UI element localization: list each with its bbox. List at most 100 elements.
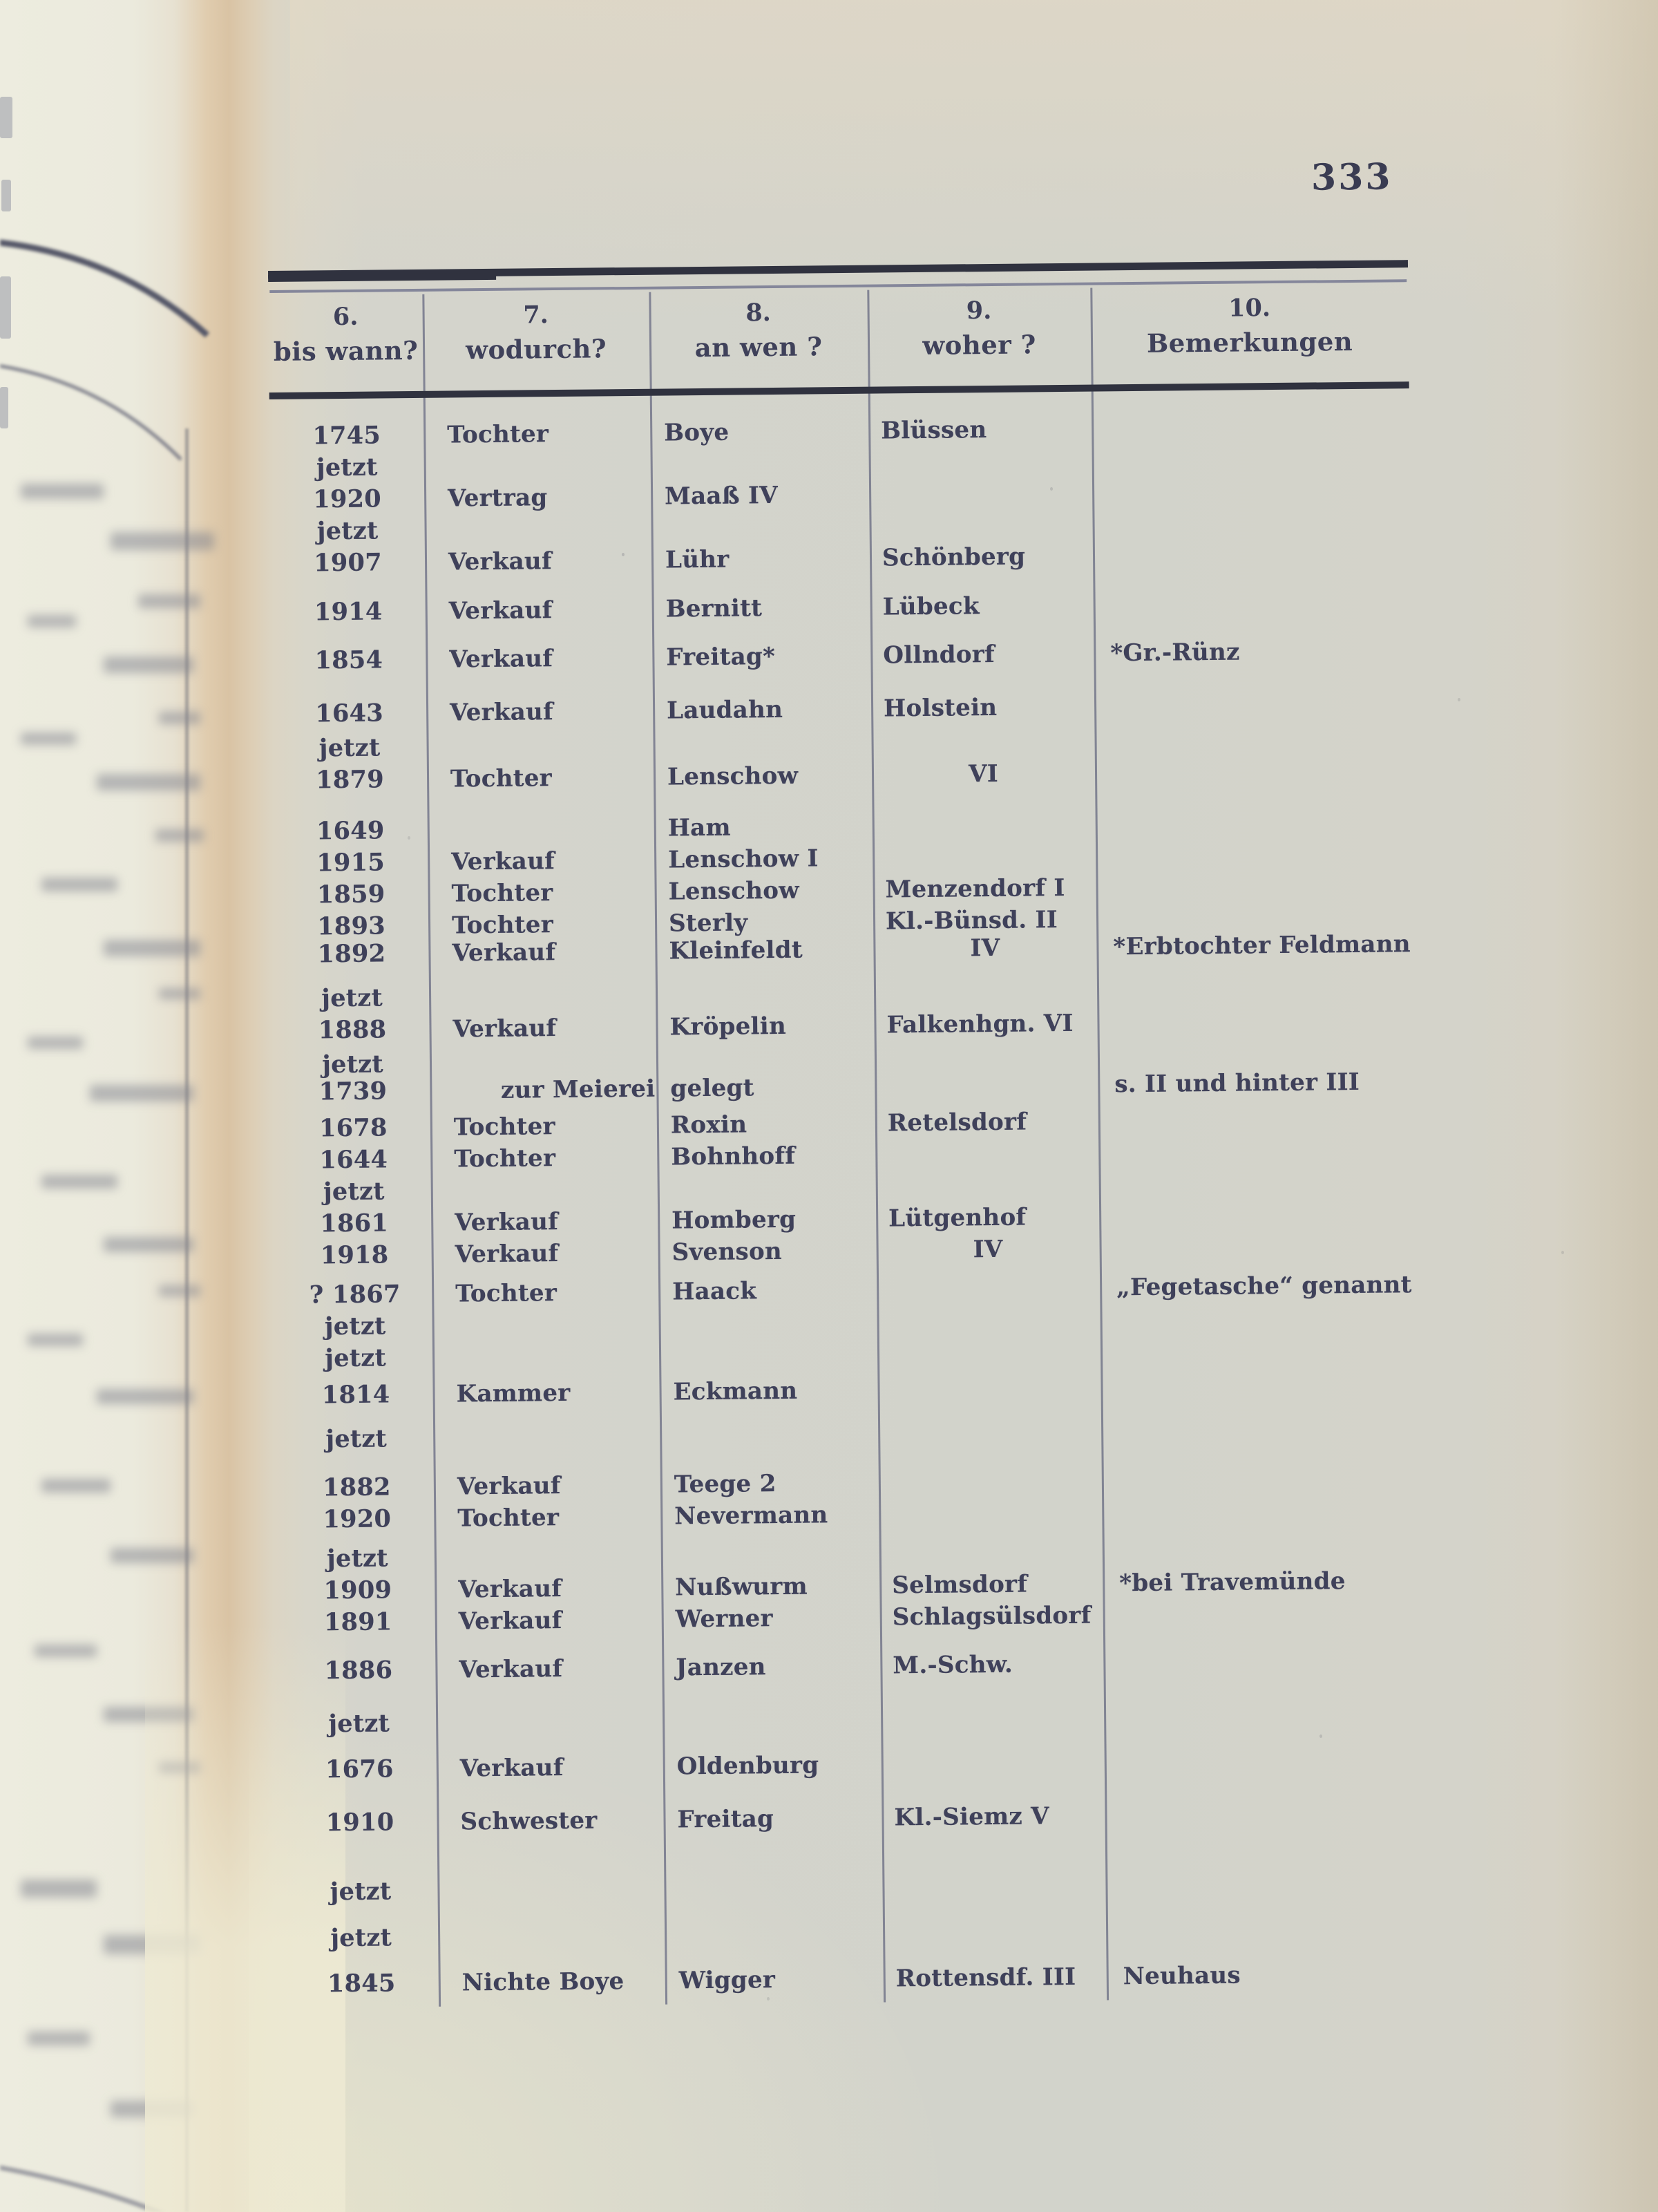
cell-woher: IV — [973, 1235, 1003, 1264]
cell-woher: Retelsdorf — [887, 1108, 1027, 1137]
cell-woher — [873, 811, 1096, 844]
cell-wodurch: Tochter — [451, 879, 553, 908]
cell-bemerkungen — [1094, 690, 1412, 727]
cell-bemerkungen — [1105, 1868, 1424, 1917]
facing-page-edge — [185, 428, 189, 2212]
cell-bemerkungen — [1105, 1799, 1423, 1871]
cell-bis-wann: 1918 — [320, 1240, 389, 1270]
cell-bemerkungen — [1099, 1231, 1418, 1274]
table-body: 1745 Tochter Boye Blüssen jetzt 1920 Ver… — [269, 412, 1424, 2003]
cell-bis-wann: jetzt — [328, 1709, 390, 1739]
table-row: 1910 Schwester Freitag Kl.-Siemz V — [283, 1799, 1423, 1879]
cell-an-wen: Werner — [675, 1605, 773, 1634]
cell-bis-wann: jetzt — [316, 516, 379, 546]
cell-wodurch — [426, 732, 653, 766]
cell-wodurch — [436, 1708, 663, 1755]
cell-an-wen: Janzen — [676, 1653, 766, 1682]
cell-an-wen: Lenschow — [667, 762, 799, 791]
cell-an-wen: Freitag — [677, 1805, 774, 1834]
cell-bemerkungen — [1092, 412, 1409, 446]
cell-an-wen — [658, 1308, 877, 1342]
cell-bis-wann: jetzt — [318, 733, 381, 763]
column-header-6: 6. bis wann? — [268, 300, 423, 369]
cell-bemerkungen — [1103, 1535, 1420, 1569]
cell-bis-wann: 1649 — [316, 816, 385, 846]
cell-bis-wann: 1644 — [319, 1145, 388, 1175]
dust-specks — [622, 553, 625, 556]
column-header-10: 10. Bemerkungen — [1090, 290, 1409, 361]
cell-woher — [875, 1044, 1098, 1074]
cell-wodurch: Verkauf — [448, 547, 553, 576]
cell-woher: Rottensdf. III — [895, 1963, 1076, 1993]
cell-wodurch: Tochter — [457, 1504, 560, 1533]
cell-wodurch: Verkauf — [452, 1014, 557, 1043]
cell-woher — [873, 842, 1096, 876]
cell-bemerkungen — [1098, 1136, 1416, 1171]
cell-an-wen — [665, 1920, 884, 1967]
cell-bemerkungen — [1092, 507, 1410, 542]
cell-woher: Ollndorf — [883, 640, 995, 670]
cell-bis-wann: 1739 — [318, 1077, 388, 1106]
cell-woher: M.-Schw. — [893, 1650, 1013, 1680]
cell-bemerkungen — [1103, 1647, 1422, 1703]
cell-bemerkungen: s. II und hinter III — [1114, 1068, 1360, 1099]
cell-an-wen: Laudahn — [666, 695, 783, 725]
cell-an-wen: Lenschow — [668, 876, 800, 906]
cell-wodurch: Verkauf — [458, 1607, 562, 1636]
cell-wodurch: Verkauf — [457, 1472, 561, 1501]
cell-bis-wann: jetzt — [322, 1050, 384, 1079]
cell-bis-wann: 1892 — [317, 939, 386, 969]
cell-woher — [877, 1338, 1100, 1377]
cell-bemerkungen — [1100, 1303, 1418, 1337]
cell-an-wen: Boye — [664, 418, 730, 447]
column-label: bis wann? — [273, 334, 419, 367]
cell-woher — [882, 1748, 1105, 1804]
cell-woher — [869, 511, 1092, 545]
cell-wodurch: Tochter — [447, 420, 549, 449]
page-right-shade — [1554, 0, 1658, 2212]
cell-an-wen — [659, 1340, 877, 1379]
column-label: wodurch? — [465, 333, 607, 366]
cell-bis-wann: jetzt — [323, 1177, 385, 1207]
cell-bemerkungen — [1094, 724, 1412, 759]
cell-wodurch: Tochter — [451, 911, 554, 940]
cell-bemerkungen — [1100, 1371, 1419, 1418]
cell-an-wen: Wigger — [678, 1966, 776, 1995]
cell-bis-wann: jetzt — [316, 453, 378, 482]
cell-bemerkungen — [1097, 1006, 1415, 1043]
cell-bemerkungen — [1095, 756, 1413, 810]
cell-an-wen — [663, 1705, 882, 1753]
cell-wodurch — [437, 1875, 665, 1924]
cell-wodurch: Vertrag — [447, 484, 548, 513]
cell-woher — [877, 1374, 1101, 1421]
cell-an-wen: Eckmann — [673, 1377, 798, 1406]
cell-woher: Kl.-Bünsd. II — [885, 906, 1058, 936]
cell-wodurch — [432, 1342, 659, 1381]
cell-woher — [879, 1466, 1102, 1500]
column-label: Bemerkungen — [1146, 325, 1353, 359]
cell-bis-wann: 1882 — [322, 1473, 391, 1502]
cell-bis-wann: 1886 — [324, 1656, 393, 1685]
cell-wodurch: Tochter — [450, 764, 553, 793]
cell-woher: Falkenhgn. VI — [886, 1009, 1074, 1039]
cell-woher — [878, 1419, 1102, 1469]
cell-bis-wann: jetzt — [325, 1424, 388, 1454]
cell-woher — [869, 479, 1092, 513]
cell-bis-wann: jetzt — [330, 1877, 392, 1907]
cell-bemerkungen — [1103, 1598, 1422, 1649]
cell-bis-wann: jetzt — [326, 1544, 388, 1573]
cell-bis-wann: 1676 — [325, 1755, 394, 1784]
cell-an-wen: Homberg — [671, 1205, 797, 1235]
cell-bemerkungen — [1094, 588, 1412, 639]
column-number: 10. — [1228, 294, 1271, 323]
header-bottom-rule — [269, 381, 1409, 399]
cell-an-wen: Nußwurm — [675, 1572, 808, 1602]
cell-wodurch: Verkauf — [448, 596, 553, 625]
cell-wodurch — [435, 1542, 661, 1576]
cell-bis-wann: 1678 — [318, 1113, 388, 1143]
cell-an-wen: Lühr — [665, 545, 730, 574]
cell-bemerkungen — [1097, 974, 1415, 1009]
cell-wodurch: Verkauf — [449, 645, 553, 674]
cell-wodurch: Nichte Boye — [461, 1967, 625, 1997]
cell-woher: Schönberg — [882, 542, 1026, 572]
